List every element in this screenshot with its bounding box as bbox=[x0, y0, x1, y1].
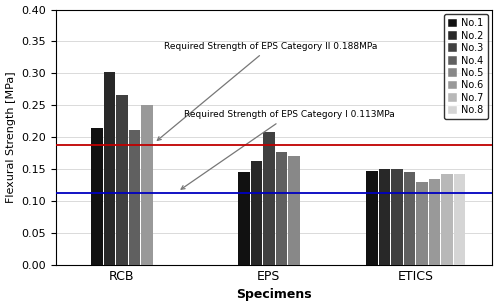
Bar bbox=[104, 72, 115, 265]
Bar bbox=[404, 173, 415, 265]
Bar bbox=[116, 95, 127, 265]
Bar bbox=[416, 182, 428, 265]
Y-axis label: Flexural Strength [MPa]: Flexural Strength [MPa] bbox=[5, 72, 15, 203]
Bar bbox=[141, 105, 152, 265]
Bar bbox=[367, 171, 378, 265]
Bar bbox=[128, 130, 140, 265]
Bar bbox=[288, 157, 300, 265]
Bar bbox=[91, 128, 103, 265]
Bar bbox=[250, 161, 262, 265]
Bar bbox=[391, 169, 403, 265]
Bar bbox=[379, 169, 390, 265]
Bar bbox=[429, 179, 440, 265]
Text: Required Strength of EPS Category II 0.188MPa: Required Strength of EPS Category II 0.1… bbox=[157, 42, 377, 140]
Legend: No.1, No.2, No.3, No.4, No.5, No.6, No.7, No.8: No.1, No.2, No.3, No.4, No.5, No.6, No.7… bbox=[444, 14, 488, 119]
Bar bbox=[441, 174, 453, 265]
Bar bbox=[454, 174, 466, 265]
X-axis label: Specimens: Specimens bbox=[236, 289, 312, 301]
Bar bbox=[238, 173, 249, 265]
Bar bbox=[275, 152, 287, 265]
Text: Required Strength of EPS Category I 0.113MPa: Required Strength of EPS Category I 0.11… bbox=[181, 111, 394, 189]
Bar bbox=[263, 132, 274, 265]
